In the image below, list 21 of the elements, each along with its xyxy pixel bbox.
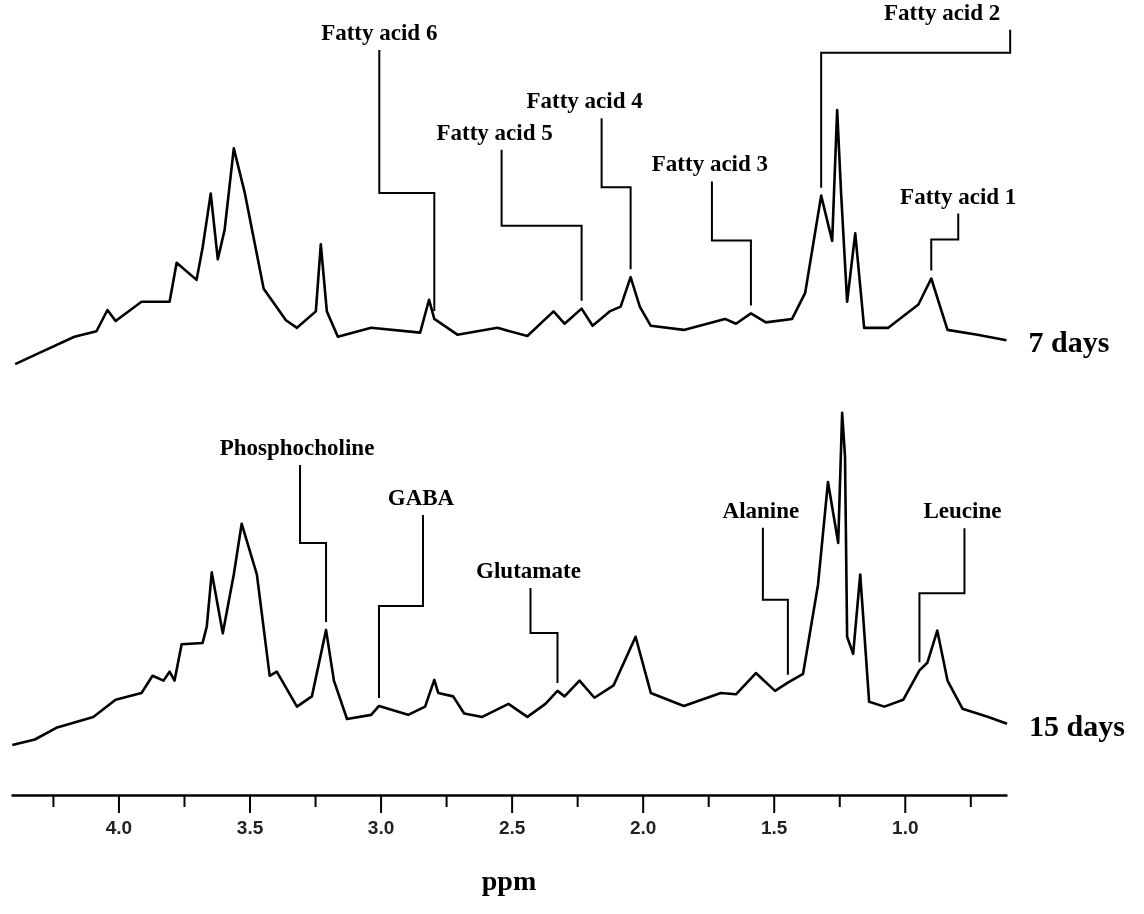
annotation: Fatty acid 5 — [436, 119, 553, 145]
series-label: 7 days — [1028, 325, 1110, 359]
series-label: 15 days — [1029, 708, 1125, 742]
annotation: Fatty acid 4 — [526, 88, 644, 114]
x-tick-label: 1.0 — [892, 817, 919, 839]
x-tick-label: 3.0 — [367, 817, 395, 839]
x-tick-label: 1.5 — [761, 817, 788, 839]
annotation: Phosphocholine — [219, 434, 375, 460]
annotation: Fatty acid 6 — [321, 19, 438, 45]
x-axis-title: ppm — [481, 865, 537, 896]
x-tick-label: 2.5 — [498, 817, 526, 839]
annotation: GABA — [387, 484, 455, 510]
annotation: Fatty acid 1 — [900, 183, 1017, 209]
text: 4.0 — [105, 817, 133, 839]
x-tick-label: 3.5 — [236, 817, 264, 839]
x-tick-label: 2.0 — [629, 817, 657, 839]
annotation: Glutamate — [476, 557, 581, 583]
annotation: Fatty acid 2 — [884, 0, 1001, 25]
annotation: Fatty acid 3 — [651, 151, 769, 177]
annotation: Leucine — [923, 498, 1002, 524]
annotation: Alanine — [722, 497, 800, 523]
